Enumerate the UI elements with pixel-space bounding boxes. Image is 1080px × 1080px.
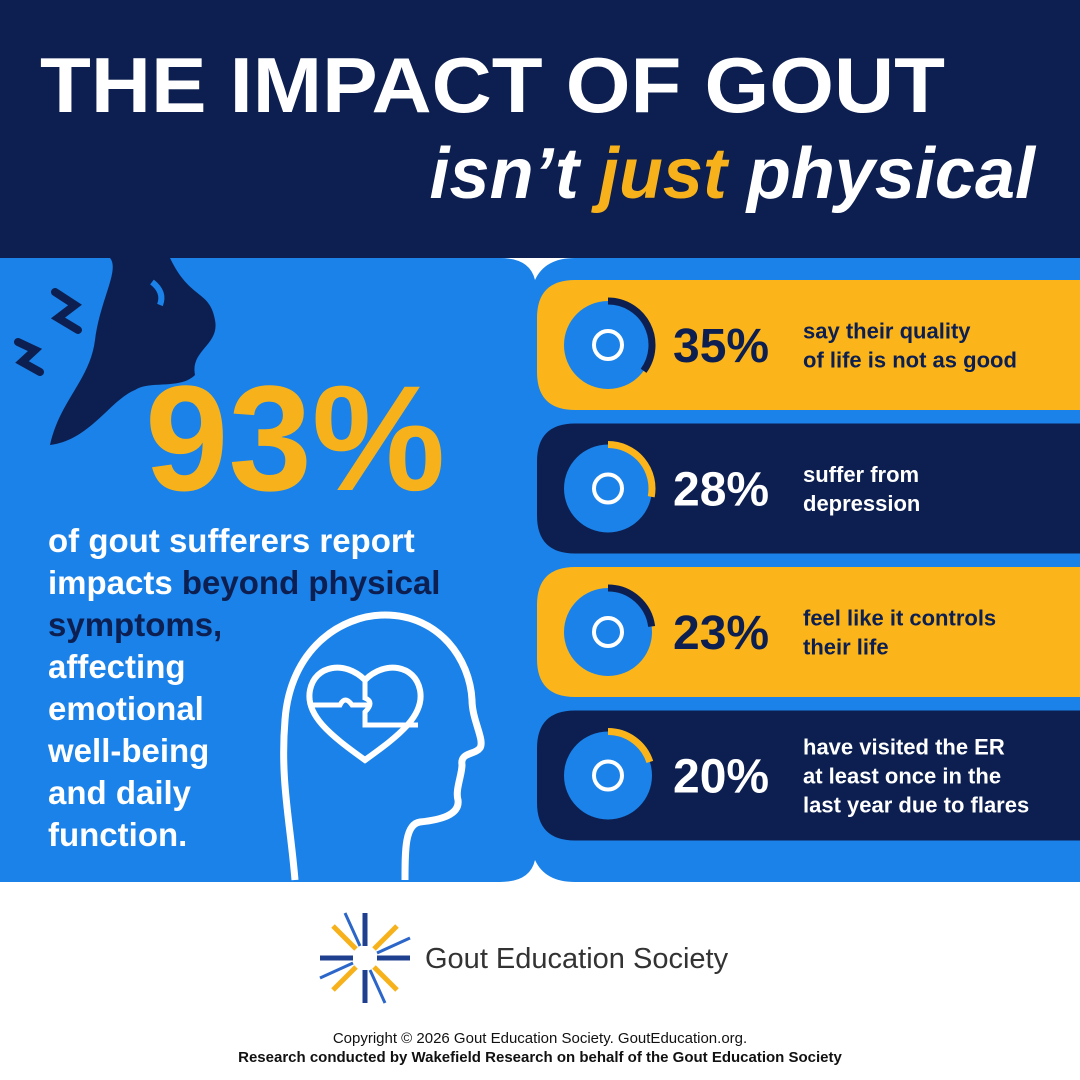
description-segment: of gout sufferers report xyxy=(48,522,415,559)
header-band xyxy=(0,0,1080,258)
icon-circle xyxy=(564,588,652,676)
stat-text: at least once in the xyxy=(803,764,1001,789)
icon-circle xyxy=(564,731,652,820)
icon-inner xyxy=(592,759,624,792)
subtitle: isn’t just physical xyxy=(430,134,1037,214)
headline-description: of gout sufferers report impacts beyond p… xyxy=(47,522,440,853)
description-line: well-being xyxy=(47,732,209,769)
title: THE IMPACT OF GOUT xyxy=(40,41,945,129)
headline-stat: 93% xyxy=(145,354,445,522)
stress-icon xyxy=(14,288,82,376)
description-line: emotional xyxy=(48,690,204,727)
stat-text: of life is not as good xyxy=(803,348,1017,373)
stat-percent: 23% xyxy=(673,607,769,660)
description-segment: emotional xyxy=(48,690,204,727)
silhouette-icon xyxy=(50,258,216,445)
stat-row xyxy=(537,280,1080,410)
description-line: affecting xyxy=(48,648,186,685)
stat-text: depression xyxy=(803,491,920,516)
description-segment: and daily xyxy=(48,774,192,811)
description-segment: affecting xyxy=(48,648,186,685)
stat-text: feel like it controls xyxy=(803,606,996,631)
percent-arc xyxy=(607,297,656,373)
icon-inner xyxy=(592,472,624,505)
subtitle-highlight: just xyxy=(591,134,730,214)
stat-text: their life xyxy=(803,635,889,660)
stat-text: say their quality xyxy=(803,319,971,344)
description-line: and daily xyxy=(48,774,192,811)
description-line: of gout sufferers report xyxy=(48,522,415,559)
subtitle-part: isn’t xyxy=(430,134,599,214)
stat-row xyxy=(537,710,1080,841)
copyright: Copyright © 2026 Gout Education Society.… xyxy=(333,1030,747,1047)
description-segment: symptoms, xyxy=(48,606,222,643)
percent-arc xyxy=(607,728,654,764)
description-line: symptoms, xyxy=(48,606,222,643)
icon-circle xyxy=(564,301,652,389)
description-segment: impacts xyxy=(48,564,182,601)
stat-text: have visited the ER xyxy=(803,735,1005,760)
head-icon xyxy=(280,611,485,881)
icon-inner xyxy=(592,329,624,361)
icon-circle xyxy=(564,444,652,533)
description-segment: well-being xyxy=(47,732,209,769)
stats: 35% say their quality of life is not as go… xyxy=(537,280,1080,841)
stat-percent: 20% xyxy=(673,751,769,804)
stat-row xyxy=(537,567,1080,697)
stat-text: last year due to flares xyxy=(803,793,1029,818)
stat-text: suffer from xyxy=(803,462,919,487)
puzzle-icon xyxy=(312,680,418,728)
description-line: function. xyxy=(48,816,187,853)
percent-arc xyxy=(607,441,656,498)
percent-arc xyxy=(607,584,656,628)
organization-name: Gout Education Society xyxy=(425,943,729,975)
stat-row xyxy=(537,423,1080,554)
stat-percent: 28% xyxy=(673,464,769,517)
logo xyxy=(319,912,411,1004)
icon-inner xyxy=(592,616,624,648)
stress-icon xyxy=(150,279,165,307)
description-line: impacts beyond physical xyxy=(48,564,440,601)
description-segment: beyond physical xyxy=(182,564,441,601)
stat-percent: 35% xyxy=(673,320,769,373)
description-segment: function. xyxy=(48,816,187,853)
research-credit: Research conducted by Wakefield Research… xyxy=(238,1049,842,1066)
subtitle-part: physical xyxy=(727,134,1037,214)
